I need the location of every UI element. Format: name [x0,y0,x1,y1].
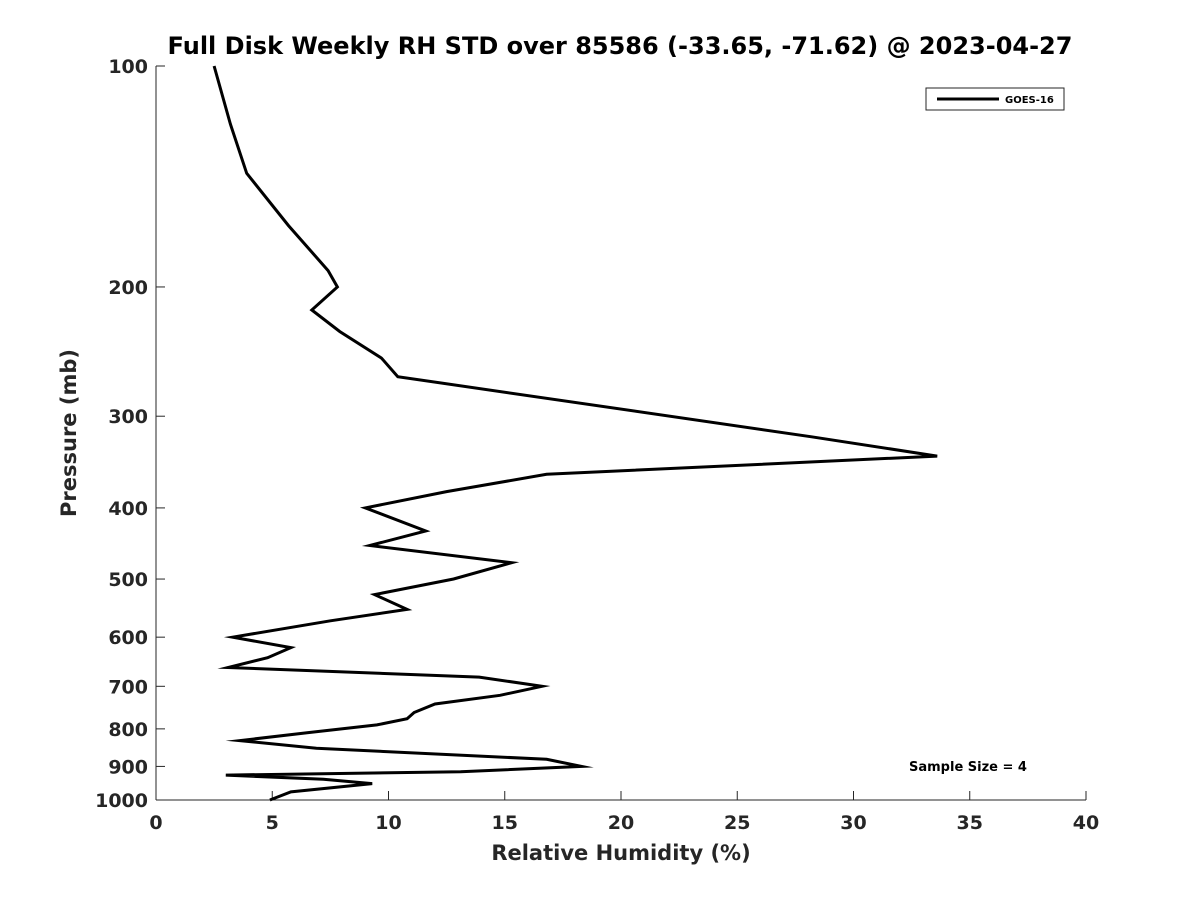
x-tick-label: 30 [840,812,866,834]
x-axis-label: Relative Humidity (%) [491,841,750,865]
plot-area [155,66,1086,801]
y-tick-label: 300 [108,406,148,428]
y-tick-label: 500 [108,569,148,591]
x-tick-label: 20 [608,812,634,834]
y-tick-label: 600 [108,627,148,649]
chart-title: Full Disk Weekly RH STD over 85586 (-33.… [168,32,1073,60]
y-tick-label: 700 [108,676,148,698]
x-tick-label: 10 [375,812,401,834]
x-ticks: 0 5 10 15 20 25 30 35 40 [149,791,1099,834]
x-tick-label: 40 [1073,812,1099,834]
sample-size-annotation: Sample Size = 4 [909,760,1027,775]
y-tick-label: 800 [108,719,148,741]
y-tick-label: 400 [108,498,148,520]
x-tick-label: 35 [957,812,983,834]
x-tick-label: 0 [149,812,162,834]
series-line-goes-16 [212,65,938,802]
y-ticks: 100 200 300 400 500 600 700 800 900 1000 [95,56,165,812]
x-tick-label: 25 [724,812,750,834]
y-axis-label: Pressure (mb) [57,349,81,517]
y-tick-label: 1000 [95,790,148,812]
series-layer [212,65,938,802]
y-tick-label: 100 [108,56,148,78]
x-tick-label: 5 [266,812,279,834]
legend: GOES-16 [925,87,1065,111]
y-tick-label: 200 [108,277,148,299]
x-tick-label: 15 [492,812,518,834]
legend-label-goes-16: GOES-16 [1005,95,1054,106]
y-tick-label: 900 [108,756,148,778]
